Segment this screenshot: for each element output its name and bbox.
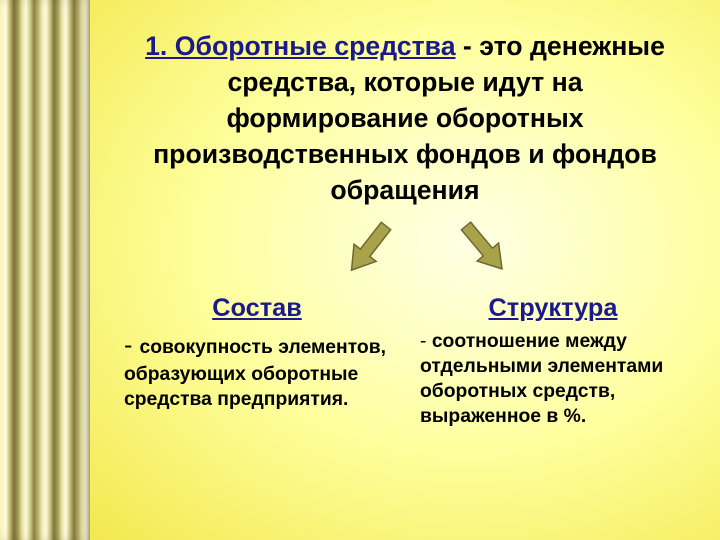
section-left-prefix: -	[124, 331, 139, 359]
section-right-prefix: -	[420, 331, 432, 352]
slide-content: 1. Оборотные средства - это денежные сре…	[90, 0, 720, 540]
decorative-sideband	[0, 0, 90, 540]
section-right-text: соотношение между отдельными элементами …	[420, 331, 663, 427]
section-left: Состав - совокупность элементов, образую…	[124, 294, 390, 430]
heading-term: 1. Оборотные средства	[145, 31, 455, 61]
section-right: Структура - соотношение между отдельными…	[420, 294, 686, 430]
arrows-container	[124, 216, 686, 294]
section-left-title: Состав	[124, 294, 390, 323]
sections-row: Состав - совокупность элементов, образую…	[124, 294, 686, 430]
heading: 1. Оборотные средства - это денежные сре…	[124, 28, 686, 208]
section-right-body: - соотношение между отдельными элементам…	[420, 329, 686, 430]
section-left-text: совокупность элементов, образующих оборо…	[124, 337, 386, 410]
arrow-right-icon	[454, 216, 554, 294]
section-right-title: Структура	[420, 294, 686, 323]
arrow-left-icon	[314, 216, 404, 294]
section-left-body: - совокупность элементов, образующих обо…	[124, 329, 390, 412]
